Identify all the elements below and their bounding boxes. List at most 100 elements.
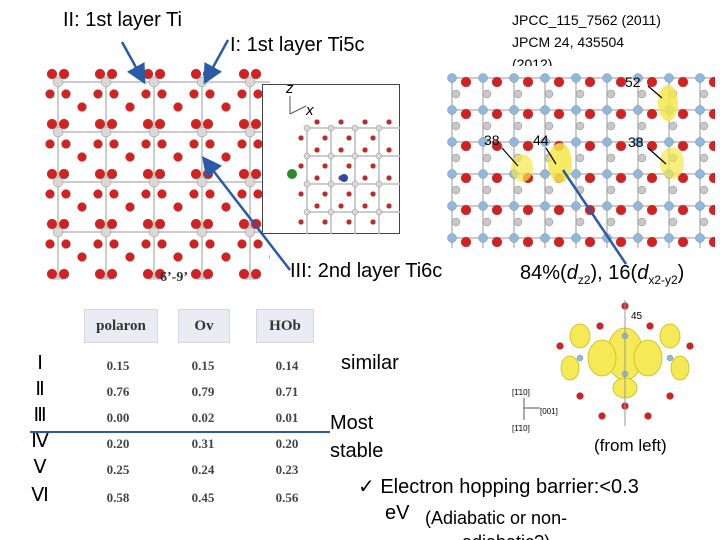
oxygen-atom	[544, 89, 554, 99]
oxygen-atom	[575, 121, 585, 131]
titanium-atom	[245, 276, 255, 280]
table-cell: 0.14	[275, 358, 299, 373]
oxygen-atom	[677, 172, 689, 184]
oxygen-atom	[61, 189, 71, 199]
oxygen-atom	[298, 135, 304, 141]
oxygen-atom	[93, 139, 103, 149]
table-cell: 0.25	[106, 462, 130, 477]
titanium-atom	[478, 201, 488, 211]
oxygen-atom	[615, 108, 627, 120]
titanium-atom	[100, 126, 112, 138]
oxygen-atom	[250, 168, 262, 180]
oxygen-atom	[205, 139, 215, 149]
oxygen-atom	[141, 239, 151, 249]
orbital-composition: 84%(dz2), 16(dx2-y2)	[520, 262, 685, 287]
titanium-atom	[52, 226, 64, 238]
oxygen-atom	[370, 135, 376, 141]
oxygen-atom	[94, 268, 106, 280]
arrow-layer-ii	[120, 41, 146, 85]
oxygen-atom	[584, 140, 596, 152]
titanium-atom	[509, 201, 519, 211]
oxygen-atom	[154, 168, 166, 180]
oxygen-atom	[61, 89, 71, 99]
titanium-atom	[602, 105, 612, 115]
oxygen-atom	[173, 152, 183, 162]
oxygen-atom	[142, 218, 154, 230]
oxygen-atom	[513, 185, 523, 195]
oxygen-atom	[125, 252, 135, 262]
titanium-atom	[602, 73, 612, 83]
oxygen-atom	[154, 218, 166, 230]
oxygen-atom	[77, 202, 87, 212]
oxygen-atom	[362, 203, 368, 209]
oxygen-atom	[451, 121, 461, 131]
table-cell: 0.71	[275, 384, 299, 399]
label-layer-ii: II: 1st layer Ti	[63, 9, 182, 31]
oxygen-atom	[141, 189, 151, 199]
axis-z-label: z	[286, 80, 294, 97]
oxygen-atom	[157, 139, 167, 149]
table-row-label: Ⅱ	[35, 379, 45, 400]
oxygen-atom	[386, 147, 392, 153]
oxygen-atom	[482, 153, 492, 163]
oxygen-atom	[322, 191, 328, 197]
inset-structure-image	[262, 84, 400, 234]
oxygen-atom	[221, 202, 231, 212]
oxygen-atom	[46, 218, 58, 230]
titanium-atom	[148, 176, 160, 188]
titanium-atom	[509, 73, 519, 83]
oxygen-atom	[522, 140, 534, 152]
oxygen-atom	[699, 153, 709, 163]
oxygen-atom	[58, 218, 70, 230]
table-row-label: Ⅵ	[31, 485, 49, 506]
oxygen-atom	[460, 140, 472, 152]
titanium-atom	[571, 233, 581, 243]
oxygen-atom	[190, 168, 202, 180]
titanium-atom	[447, 105, 457, 115]
oxygen-atom	[237, 239, 247, 249]
oxygen-atom	[58, 118, 70, 130]
titanium-atom	[447, 233, 457, 243]
titanium-atom	[664, 73, 674, 83]
oxygen-atom	[314, 203, 320, 209]
titanium-atom	[303, 124, 311, 132]
polaron-green-marker	[287, 169, 297, 179]
oxygen-atom	[677, 204, 689, 216]
oxygen-atom	[575, 153, 585, 163]
oxygen-atom	[668, 217, 678, 227]
titanium-atom	[540, 105, 550, 115]
oxygen-atom	[699, 89, 709, 99]
oxygen-atom	[46, 68, 58, 80]
oxygen-atom	[370, 219, 376, 225]
oxygen-atom	[522, 204, 534, 216]
oxygen-atom	[460, 236, 472, 248]
bullet-adiabatic-cont: adiabatic?)	[462, 532, 550, 540]
table-row-label: Ⅳ	[31, 431, 49, 452]
oxygen-atom	[491, 140, 503, 152]
titanium-atom	[196, 226, 208, 238]
polaron-blue-marker	[340, 174, 348, 182]
titanium-atom	[351, 124, 359, 132]
titanium-atom	[664, 201, 674, 211]
oxygen-atom	[61, 239, 71, 249]
oxygen-atom	[106, 68, 118, 80]
oxygen-atom	[346, 191, 352, 197]
oxygen-atom	[125, 102, 135, 112]
oxygen-atom	[637, 121, 647, 131]
oxygen-atom	[250, 268, 262, 280]
site-44-label: 44	[533, 132, 549, 148]
site-45-label: 45	[631, 311, 643, 322]
titanium-atom	[633, 201, 643, 211]
oxygen-atom	[298, 219, 304, 225]
table-cell: 0.56	[275, 490, 299, 505]
oxygen-atom	[250, 68, 262, 80]
oxygen-atom	[451, 153, 461, 163]
oxygen-atom	[460, 172, 472, 184]
titanium-atom	[196, 126, 208, 138]
oxygen-atom	[205, 189, 215, 199]
oxygen-atom	[269, 254, 270, 260]
oxygen-atom	[46, 268, 58, 280]
oxygen-atom	[106, 118, 118, 130]
oxygen-atom	[606, 121, 616, 131]
oxygen-atom	[584, 108, 596, 120]
